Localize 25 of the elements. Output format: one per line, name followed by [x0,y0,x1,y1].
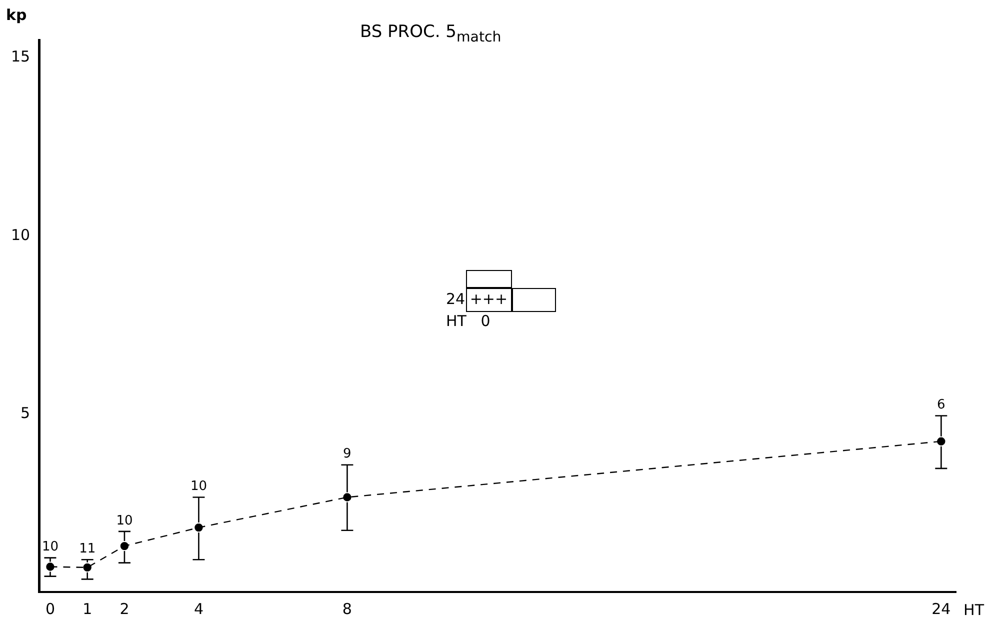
point [343,493,352,502]
annotation: 9 [343,446,352,462]
y-tick-label: 5 [20,404,30,422]
x-tick-label: 0 [45,600,55,618]
annotation: 10 [42,540,58,555]
x-tick-label: 24 [932,600,951,618]
chart-title: BS PROC. 5$_{match}$ [360,22,502,46]
point [937,437,946,446]
point [83,563,92,572]
point [120,542,129,550]
annotation: 6 [937,398,946,413]
x-tick-label: 4 [194,600,204,618]
annotation: HT 0 [446,312,490,330]
x-axis-title: HT [964,601,984,619]
annotation: 11 [79,541,96,556]
annotation: 10 [116,513,133,528]
x-tick-label: 1 [82,600,92,618]
y-tick-label: 10 [10,226,30,244]
x-tick-label: 2 [120,600,130,618]
annotation: 24 +++ [446,290,508,308]
annotation: 10 [190,479,207,494]
point [194,523,203,532]
y-tick-label: 15 [10,48,30,66]
x-tick-label: 8 [342,600,352,618]
y-axis-title: kp [6,6,27,24]
